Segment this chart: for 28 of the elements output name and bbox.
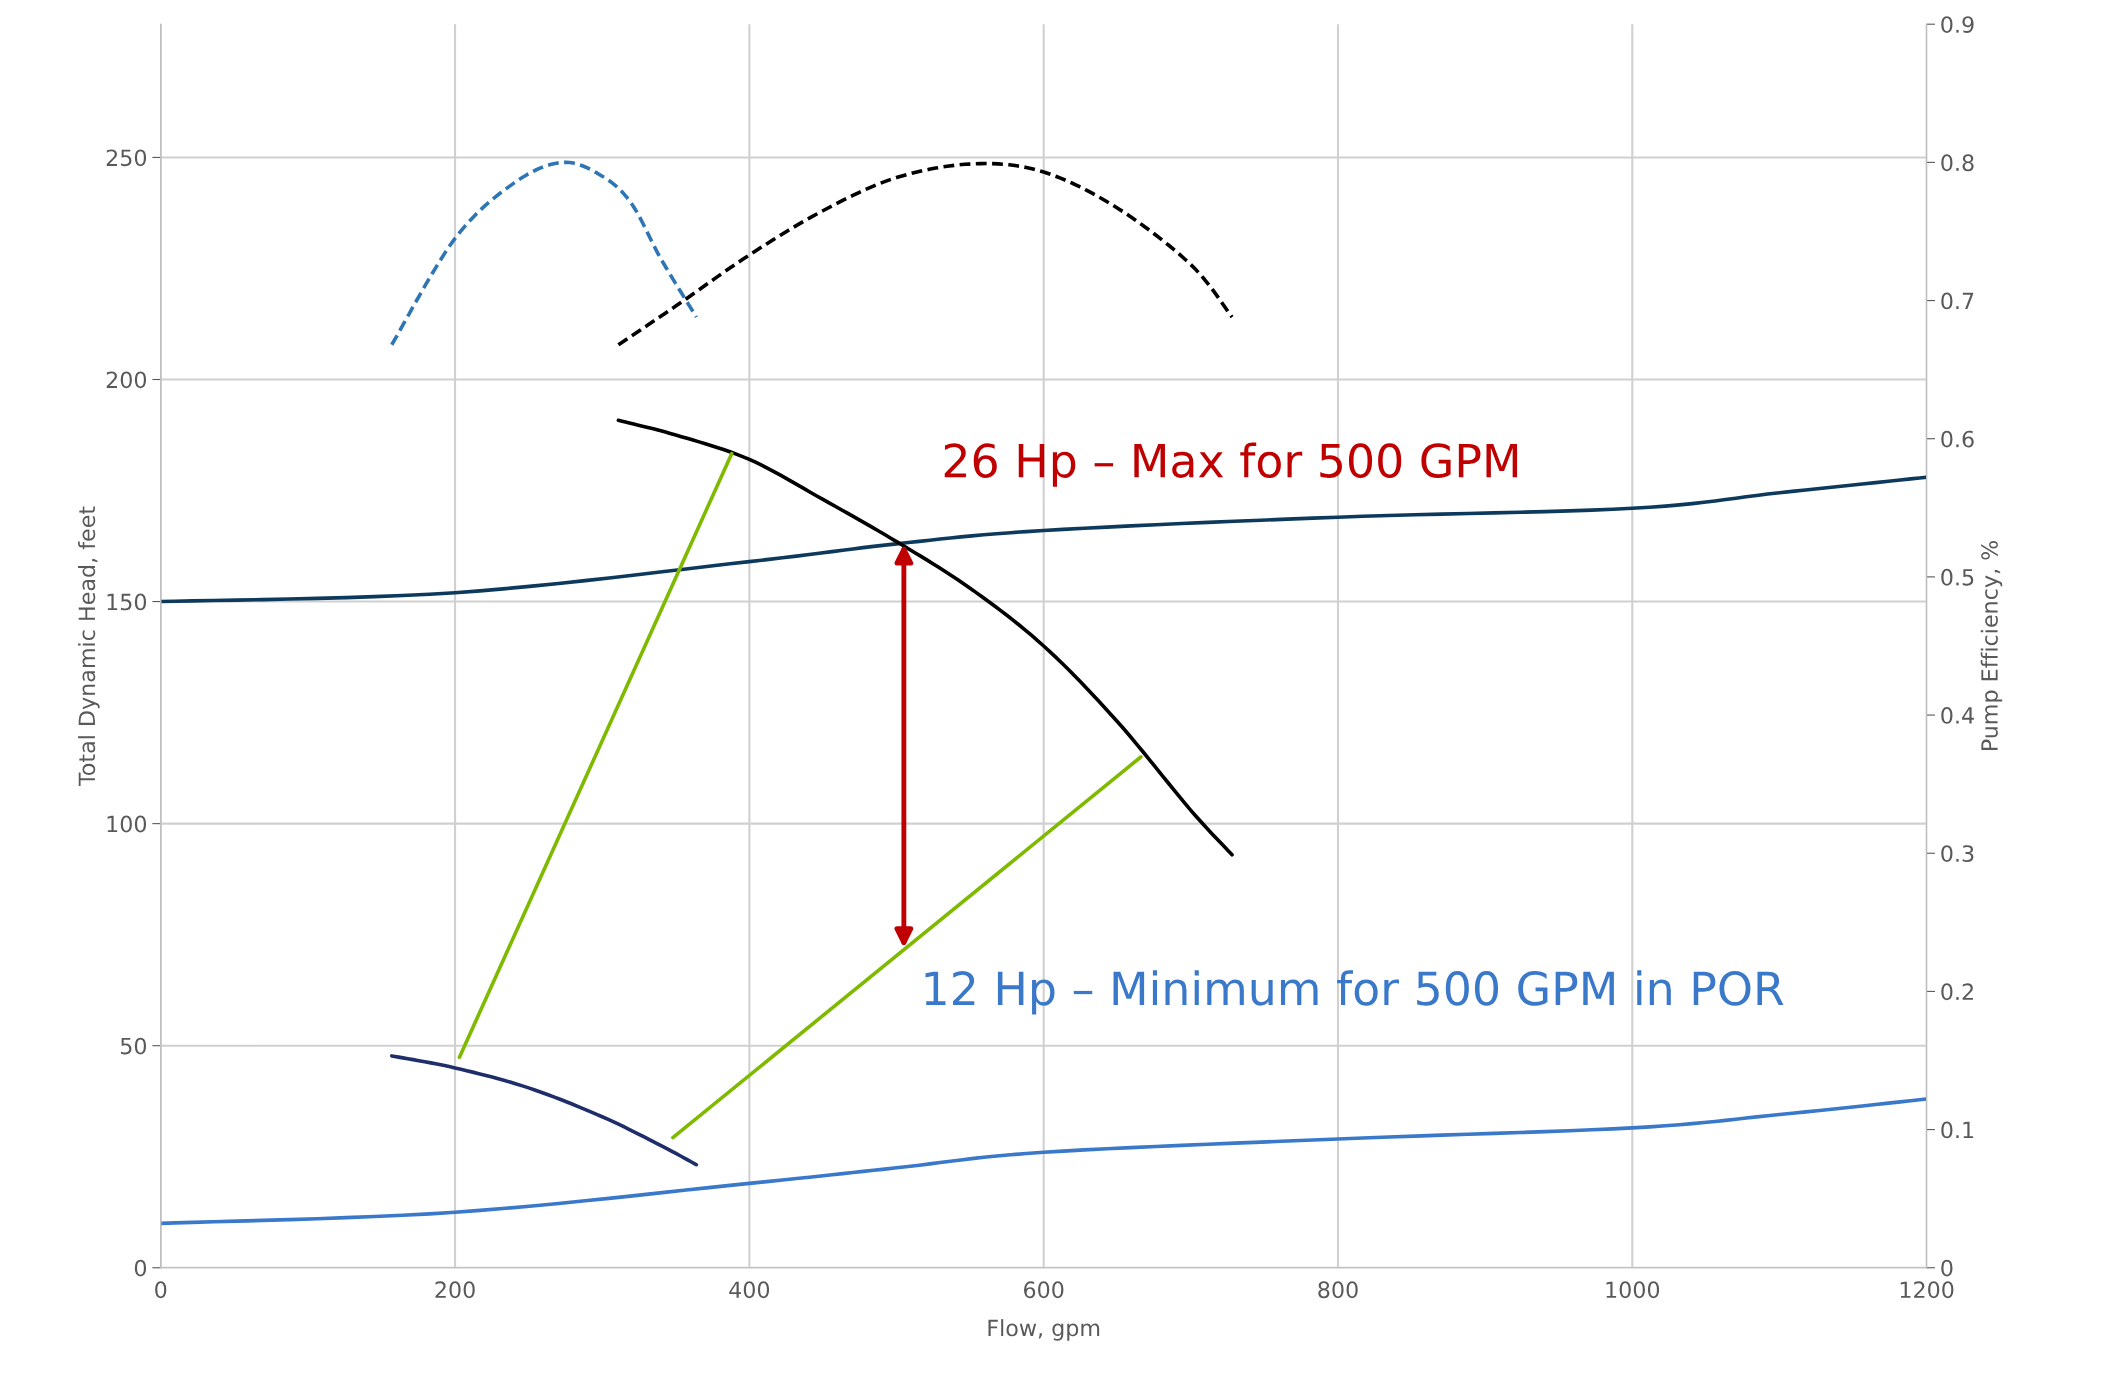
y-tick-label: 0 bbox=[134, 1259, 147, 1277]
annotation: 26 Hp – Max for 500 GPM bbox=[944, 442, 1518, 487]
y2-tick-label: 0.1 bbox=[1941, 1121, 1974, 1139]
y2-tick-label: 0.2 bbox=[1941, 983, 1973, 1001]
y2-tick-label: 0.5 bbox=[1941, 568, 1974, 586]
x-tick-label: 400 bbox=[729, 1281, 770, 1299]
y2-tick-label: 0.7 bbox=[1941, 292, 1974, 310]
x-tick-label: 200 bbox=[435, 1281, 475, 1299]
y-tick-label: 200 bbox=[106, 371, 147, 389]
y-tick-label: 100 bbox=[107, 815, 147, 833]
y2-tick-label: 0.8 bbox=[1941, 154, 1974, 172]
y2-tick-label: 0.3 bbox=[1941, 845, 1974, 862]
y2-tick-label: 0.9 bbox=[1941, 16, 1974, 33]
x-tick-label: 1000 bbox=[1606, 1281, 1660, 1299]
y2-tick-label: 0.6 bbox=[1941, 430, 1974, 448]
x-tick-label: 600 bbox=[1024, 1281, 1064, 1299]
y-tick-label: 50 bbox=[120, 1037, 147, 1055]
y-axis-title: Total Dynamic Head, feet bbox=[78, 506, 100, 787]
x-axis-title: Flow, gpm bbox=[988, 1319, 1100, 1341]
x-tick-label: 0 bbox=[155, 1281, 167, 1299]
y2-axis-title: Pump Efficiency, % bbox=[1980, 540, 2003, 751]
y-tick-label: 250 bbox=[106, 149, 147, 167]
x-tick-label: 1200 bbox=[1900, 1281, 1954, 1299]
x-tick-label: 800 bbox=[1318, 1281, 1358, 1299]
annotation: 12 Hp – Minimum for 500 GPM in POR bbox=[925, 970, 1784, 1015]
y2-tick-label: 0 bbox=[1941, 1259, 1953, 1277]
y-tick-label: 150 bbox=[107, 593, 147, 611]
y2-tick-label: 0.4 bbox=[1941, 707, 1974, 724]
